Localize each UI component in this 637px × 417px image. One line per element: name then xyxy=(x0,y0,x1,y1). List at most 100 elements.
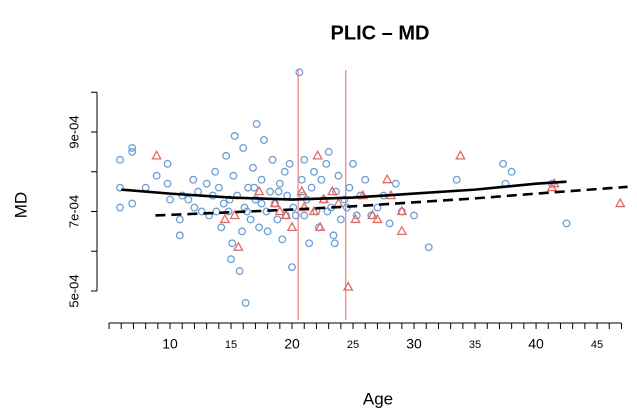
y-tick-label: 5e-04 xyxy=(66,274,81,307)
circle-point xyxy=(116,155,124,164)
circle-point xyxy=(329,231,338,240)
circle-point xyxy=(128,147,137,156)
circle-point xyxy=(128,199,137,208)
triangle-point xyxy=(455,150,466,160)
circle-point xyxy=(285,159,294,168)
circle-point xyxy=(424,243,433,252)
triangle-point xyxy=(233,241,244,251)
circle-point xyxy=(373,203,382,212)
circle-point xyxy=(300,211,309,220)
circle-point xyxy=(283,191,292,200)
triangle-point xyxy=(614,197,626,208)
circle-point xyxy=(273,215,282,224)
circle-point xyxy=(222,151,231,160)
circle-point xyxy=(310,167,318,176)
circle-point xyxy=(166,195,174,204)
circle-point xyxy=(263,227,272,236)
circle-point xyxy=(324,147,333,156)
circle-point xyxy=(300,155,309,164)
circle-point xyxy=(307,183,316,192)
circle-point xyxy=(229,171,238,180)
triangle-point xyxy=(350,213,361,224)
circle-point xyxy=(289,203,298,212)
circle-point xyxy=(562,219,571,228)
circle-point xyxy=(228,239,237,248)
triangle-point xyxy=(253,185,265,196)
circle-point xyxy=(385,219,394,228)
triangle-point xyxy=(357,189,369,200)
circle-point xyxy=(257,175,266,184)
circle-point xyxy=(250,183,259,192)
circle-point xyxy=(297,175,306,184)
circle-point xyxy=(305,239,314,248)
circle-point xyxy=(116,203,124,212)
x-tick-label: 25 xyxy=(347,339,359,351)
circle-point xyxy=(128,143,137,152)
circle-point xyxy=(175,215,184,224)
circle-point xyxy=(194,187,203,196)
circle-point xyxy=(295,68,304,77)
triangle-point xyxy=(326,185,338,196)
circle-point xyxy=(141,183,150,192)
triangle-point xyxy=(367,209,378,220)
x-tick-label: 20 xyxy=(284,336,300,352)
triangle-point xyxy=(396,205,408,216)
circle-point xyxy=(197,207,206,216)
triangle-point xyxy=(219,213,231,224)
triangle-point xyxy=(314,221,326,232)
circle-point xyxy=(255,223,264,232)
triangle-point xyxy=(396,225,408,236)
circle-point xyxy=(175,231,184,240)
fit-line xyxy=(155,185,628,217)
triangle-point xyxy=(274,205,286,216)
x-tick-label: 35 xyxy=(469,339,481,351)
circle-point xyxy=(152,171,161,180)
circle-point xyxy=(345,183,354,192)
circle-point xyxy=(266,187,275,196)
circle-point xyxy=(352,211,361,220)
circle-point xyxy=(323,207,332,216)
circle-point xyxy=(163,159,172,168)
circle-point xyxy=(202,179,211,188)
circle-point xyxy=(410,211,418,220)
circle-point xyxy=(260,136,268,144)
circle-point xyxy=(246,215,255,224)
x-tick-label: 15 xyxy=(225,339,237,351)
circle-point xyxy=(322,159,331,168)
circle-point xyxy=(391,179,400,188)
triangle-point xyxy=(342,281,354,291)
circle-point xyxy=(278,235,287,244)
x-axis-label: Age xyxy=(363,389,393,408)
circle-point xyxy=(317,175,326,184)
circle-point xyxy=(239,143,248,152)
circle-point xyxy=(163,179,172,188)
triangle-point xyxy=(312,150,323,160)
y-axis-label: MD xyxy=(11,192,30,218)
triangle-point xyxy=(298,201,310,212)
circle-point xyxy=(211,167,220,176)
circle-point xyxy=(507,167,516,176)
circle-point xyxy=(280,167,289,176)
chart-title: PLIC – MD xyxy=(331,22,430,44)
triangle-point xyxy=(229,209,241,220)
circle-point xyxy=(189,175,198,184)
circle-point xyxy=(288,263,296,272)
circle-point xyxy=(190,203,199,212)
triangle-point xyxy=(372,213,383,224)
circle-point xyxy=(499,159,508,168)
circle-point xyxy=(336,215,345,224)
circle-point xyxy=(214,183,223,192)
circle-point xyxy=(275,179,284,188)
circle-point xyxy=(330,239,339,248)
circle-point xyxy=(257,199,266,208)
circle-point xyxy=(249,163,257,172)
circle-point xyxy=(241,298,250,307)
circle-point xyxy=(238,227,246,236)
x-tick-label: 30 xyxy=(406,336,422,352)
triangle-point xyxy=(269,197,281,208)
circle-point xyxy=(349,159,357,168)
circle-point xyxy=(274,187,283,196)
circle-point xyxy=(219,199,228,208)
circle-point xyxy=(452,175,461,184)
